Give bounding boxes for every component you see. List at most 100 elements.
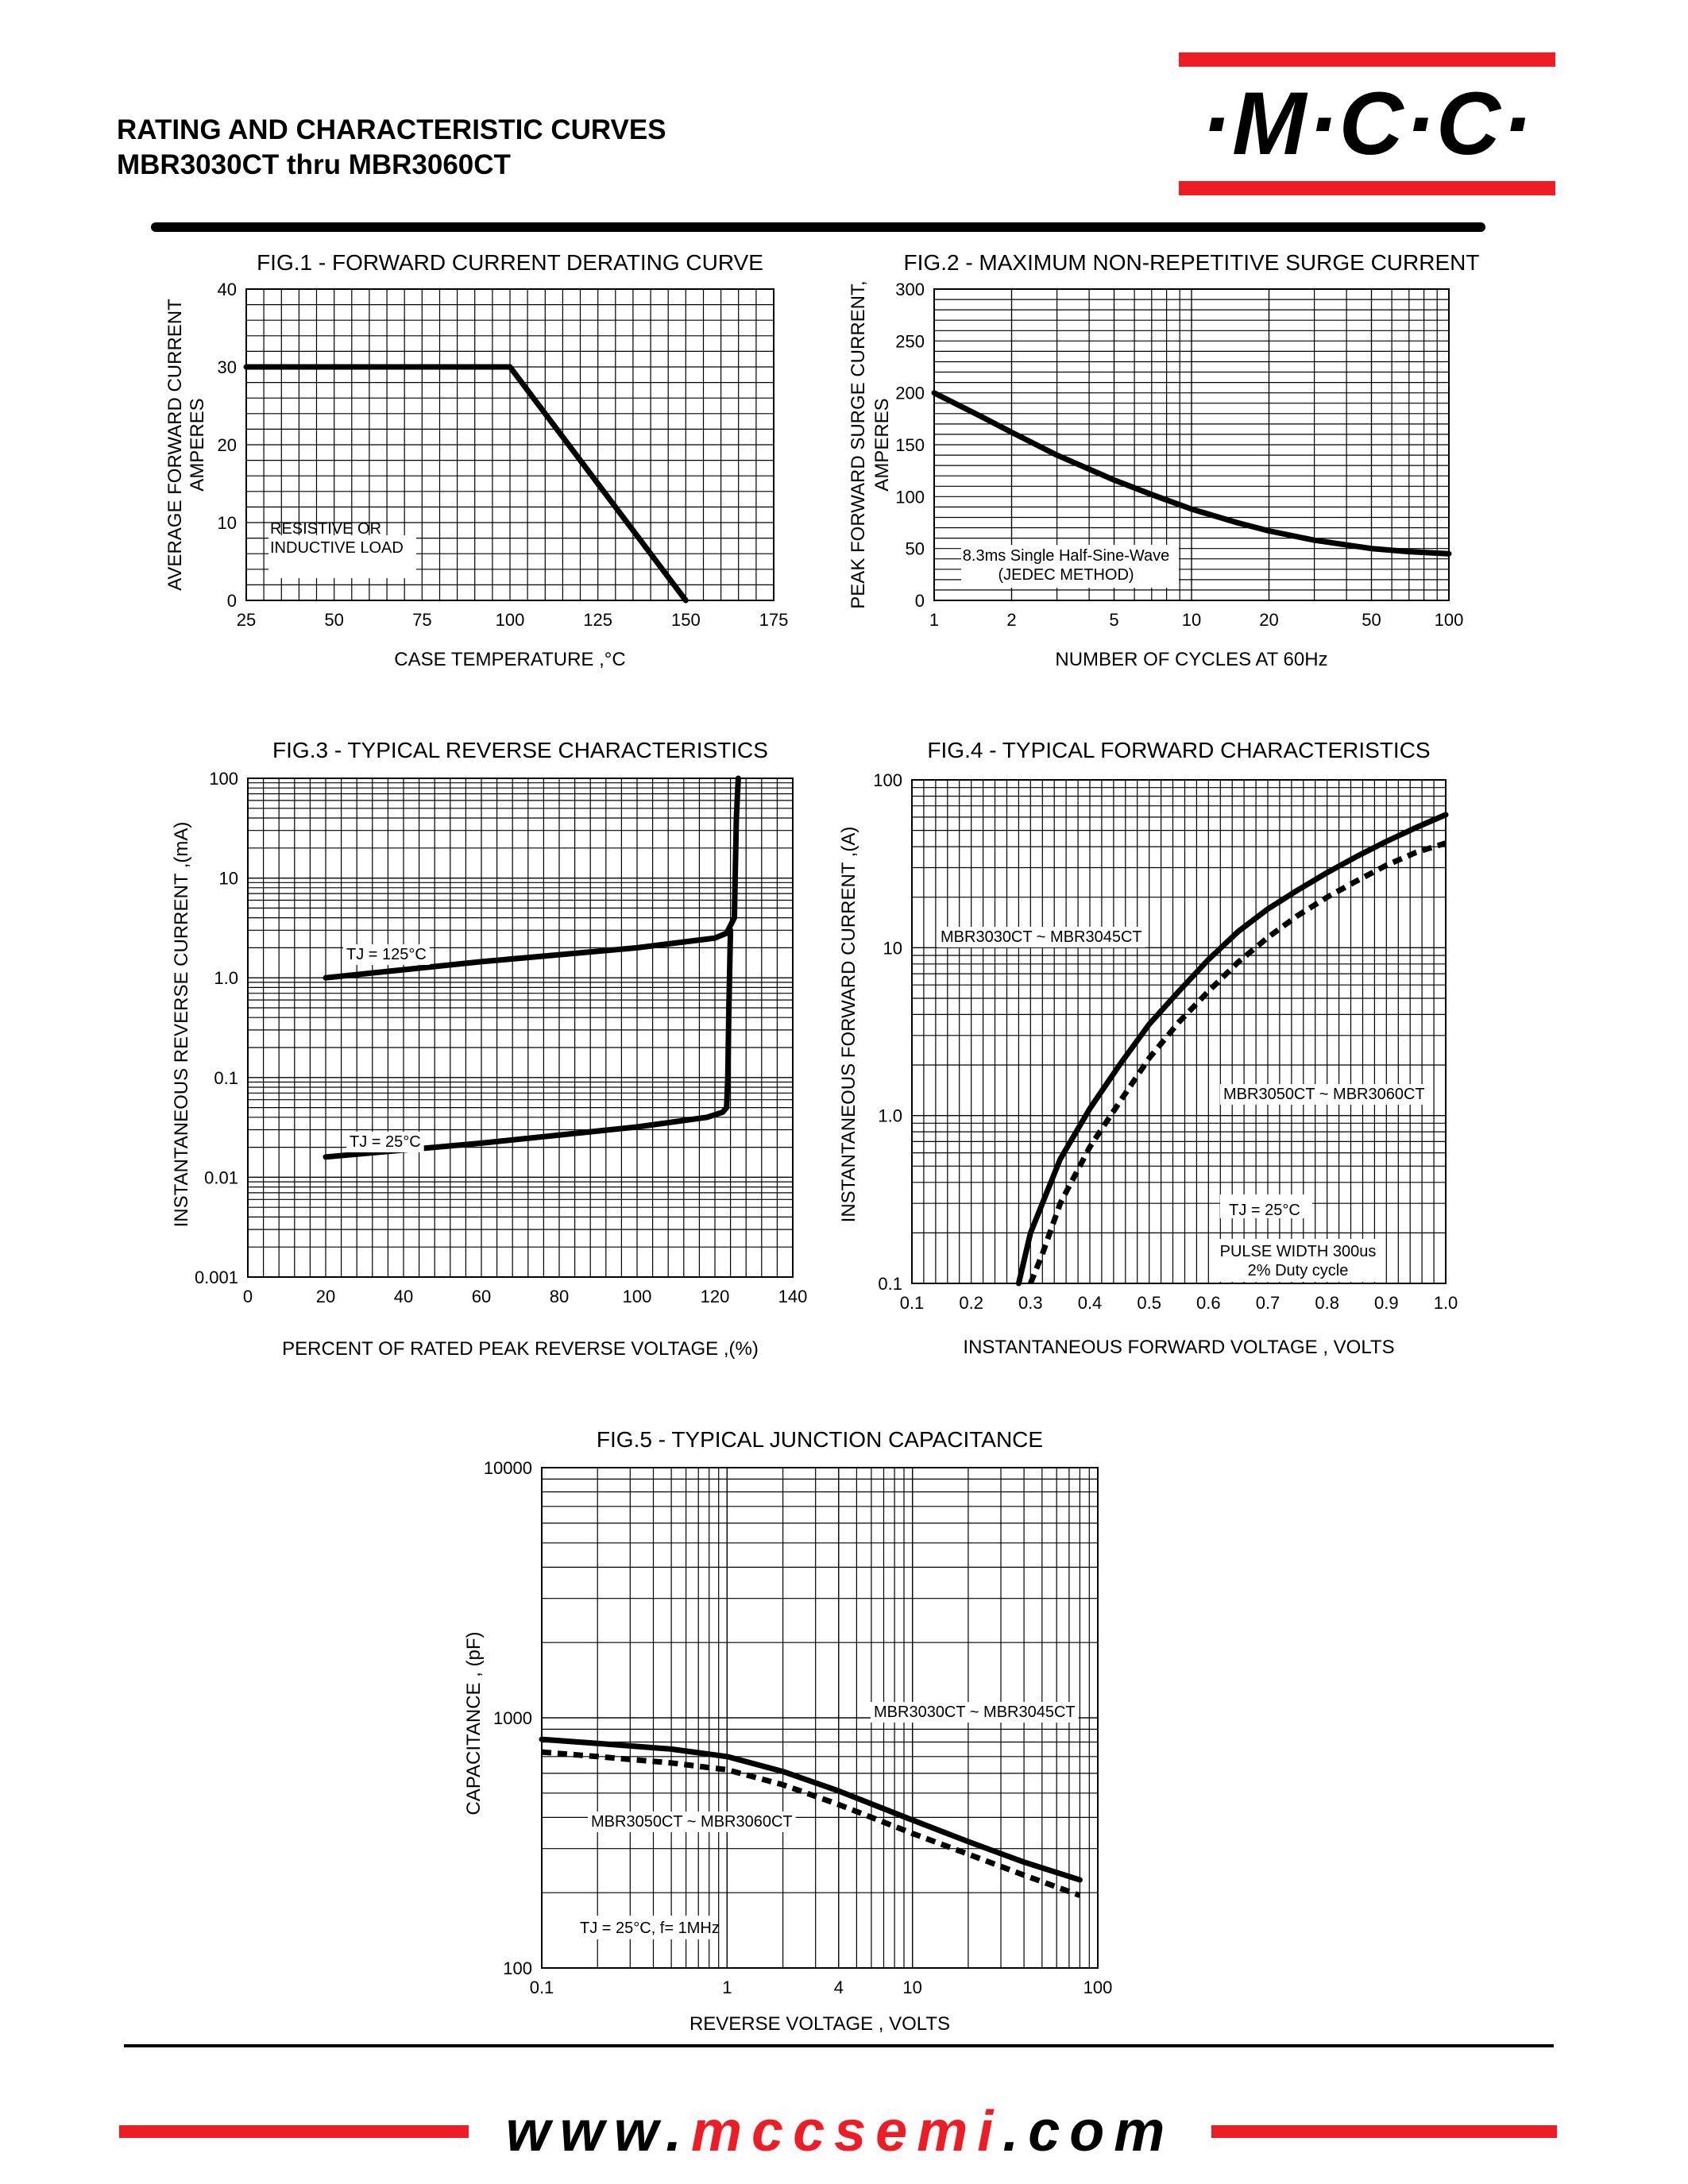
fig3-y-tick-label: 0.001	[195, 1268, 238, 1287]
fig5-plot-frame	[541, 1467, 1099, 1969]
fig2-x-tick-label: 100	[1435, 610, 1464, 630]
fig4-y-tick-label: 100	[873, 770, 902, 790]
footer-bar-left	[119, 2125, 469, 2138]
fig5-series-line-2	[541, 1749, 1081, 1898]
fig3-y-axis-label: INSTANTANEOUS REVERSE CURRENT ,(mA)	[171, 822, 192, 1228]
fig5-y-tick-label: 1000	[493, 1708, 532, 1728]
fig2-x-tick-label: 20	[1259, 610, 1278, 630]
fig4-x-tick-label: 0.2	[959, 1293, 983, 1313]
fig2-y-axis-label: AMPERES	[871, 398, 893, 491]
fig4-x-tick-label: 0.6	[1196, 1293, 1221, 1313]
fig2-x-tick-label: 50	[1362, 610, 1381, 630]
fig4-x-tick-label: 0.9	[1374, 1293, 1399, 1313]
footer-url[interactable]: www.mccsemi.com	[469, 2097, 1211, 2167]
fig5-series-label-bg	[588, 1812, 796, 1832]
fig1-x-tick-label: 175	[759, 610, 789, 630]
fig1-annotation-1: INDUCTIVE LOAD	[270, 539, 404, 557]
fig5-x-tick-label: 100	[1083, 1978, 1113, 1997]
fig5-x-axis-label: REVERSE VOLTAGE , VOLTS	[689, 2013, 950, 2035]
fig1-y-axis-label: AVERAGE FORWARD CURRENT	[164, 299, 186, 591]
fig2-x-axis-label: NUMBER OF CYCLES AT 60Hz	[1055, 649, 1327, 670]
fig1-y-tick-label: 10	[218, 513, 237, 533]
fig2-plot-frame	[933, 288, 1450, 601]
fig1-annotation-bg	[268, 535, 416, 578]
fig2-y-axis-label: PEAK FORWARD SURGE CURRENT,	[848, 280, 869, 608]
fig5-annotation-1: TJ = 25°C, f= 1MHz	[580, 1920, 720, 1937]
fig1-x-tick-label: 25	[237, 610, 256, 630]
fig5-x-tick-label: 0.1	[530, 1978, 554, 1997]
footer-url-prefix: www.	[505, 2100, 692, 2163]
fig1-series-line-1	[243, 364, 689, 604]
fig4-series-label-bg	[1220, 1084, 1428, 1105]
fig4-series-line-2	[1028, 840, 1447, 1285]
fig3-x-axis-label: PERCENT OF RATED PEAK REVERSE VOLTAGE ,(…	[282, 1338, 759, 1360]
logo-bar-bottom	[1179, 181, 1555, 195]
fig3-y-tick-label: 1.0	[214, 968, 238, 988]
fig3-x-tick-label: 100	[623, 1287, 652, 1306]
fig2-title: FIG.2 - MAXIMUM NON-REPETITIVE SURGE CUR…	[904, 250, 1480, 275]
fig1-annotation-1: RESISTIVE OR	[270, 520, 381, 538]
fig3-grid	[247, 778, 794, 1278]
fig3-series-label-2: TJ = 25°C	[350, 1133, 421, 1151]
fig1-x-tick-label: 50	[324, 610, 343, 630]
footer: www.mccsemi.com	[119, 2097, 1557, 2168]
fig5-y-tick-label: 100	[503, 1958, 532, 1978]
fig1-y-tick-label: 30	[218, 357, 237, 377]
fig4-annotation-bg	[1217, 1239, 1379, 1282]
fig3-series-label-1: TJ = 125°C	[346, 946, 427, 963]
fig2-y-tick-label: 300	[895, 280, 925, 299]
footer-url-suffix: .com	[1002, 2100, 1175, 2163]
fig3-y-tick-label: 0.01	[204, 1167, 238, 1187]
fig4-series-label-1: MBR3030CT ~ MBR3045CT	[941, 928, 1142, 946]
fig2-y-tick-label: 0	[915, 591, 925, 611]
fig5-title: FIG.5 - TYPICAL JUNCTION CAPACITANCE	[597, 1427, 1043, 1452]
fig3-chart: 0 20 40 60 80 100 120 140 0.001 0.01 0.1 1.0 10 100 FI…	[171, 738, 807, 1360]
fig5-series-label-1: MBR3030CT ~ MBR3045CT	[874, 1704, 1076, 1721]
fig4-title: FIG.4 - TYPICAL FORWARD CHARACTERISTICS	[927, 738, 1430, 762]
fig1-x-tick-label: 75	[412, 610, 431, 630]
fig1-title: FIG.1 - FORWARD CURRENT DERATING CURVE	[257, 250, 763, 275]
footer-divider	[124, 2044, 1554, 2047]
fig3-x-tick-label: 60	[472, 1287, 491, 1306]
logo-text: ·M·C·C·	[1200, 74, 1534, 173]
fig4-annotation-2: PULSE WIDTH 300us	[1220, 1243, 1377, 1260]
fig2-y-tick-label: 100	[895, 487, 925, 507]
fig2-annotation-1: 8.3ms Single Half-Sine-Wave	[963, 547, 1169, 565]
fig3-x-tick-label: 140	[778, 1287, 808, 1306]
fig1-plot-frame	[245, 288, 774, 601]
fig3-series-line-2	[323, 927, 734, 1160]
fig1-y-tick-label: 0	[227, 591, 237, 611]
fig2-series-line-1	[931, 390, 1452, 557]
fig1-x-axis-label: CASE TEMPERATURE ,°C	[394, 649, 625, 670]
fig3-y-tick-label: 10	[219, 869, 238, 889]
fig3-y-tick-label: 0.1	[214, 1068, 238, 1088]
fig4-y-tick-label: 1.0	[878, 1106, 902, 1126]
fig5-x-tick-label: 10	[902, 1978, 921, 1997]
fig1-chart: 25 50 75 100 125 150 175 0 10 20 30 40 FIG.1 - FORWA…	[164, 250, 788, 670]
mcc-logo: ·M·C·C·	[1179, 52, 1555, 195]
page-title-line-1: RATING AND CHARACTERISTIC CURVES	[117, 114, 666, 145]
fig4-series-line-1	[1015, 812, 1449, 1287]
fig2-chart: 1 2 5 10 20 50 100 0 50 100 150 200 250 300 FIG.2 - MA…	[848, 250, 1479, 670]
fig5-series-label-2: MBR3050CT ~ MBR3060CT	[591, 1813, 793, 1831]
fig5-series-line-1	[539, 1736, 1083, 1883]
fig3-plot-frame	[247, 778, 794, 1278]
fig1-y-axis-label: AMPERES	[187, 398, 208, 491]
fig2-y-tick-label: 200	[895, 384, 925, 403]
fig4-y-tick-label: 0.1	[878, 1274, 902, 1294]
fig4-x-tick-label: 0.5	[1137, 1293, 1161, 1313]
fig1-y-tick-label: 20	[218, 435, 237, 455]
fig1-x-tick-label: 150	[671, 610, 701, 630]
fig2-x-tick-label: 10	[1182, 610, 1201, 630]
fig3-x-tick-label: 0	[243, 1287, 253, 1306]
header-divider	[151, 222, 1485, 232]
fig3-x-tick-label: 40	[394, 1287, 413, 1306]
fig3-x-tick-label: 120	[701, 1287, 730, 1306]
fig4-series-label-bg	[937, 927, 1145, 947]
fig2-x-tick-label: 5	[1109, 610, 1118, 630]
fig2-y-tick-label: 250	[895, 331, 925, 351]
fig4-x-tick-label: 0.1	[900, 1293, 925, 1313]
fig1-x-tick-label: 125	[583, 610, 612, 630]
fig4-x-tick-label: 0.8	[1315, 1293, 1339, 1313]
fig3-x-tick-label: 80	[550, 1287, 569, 1306]
